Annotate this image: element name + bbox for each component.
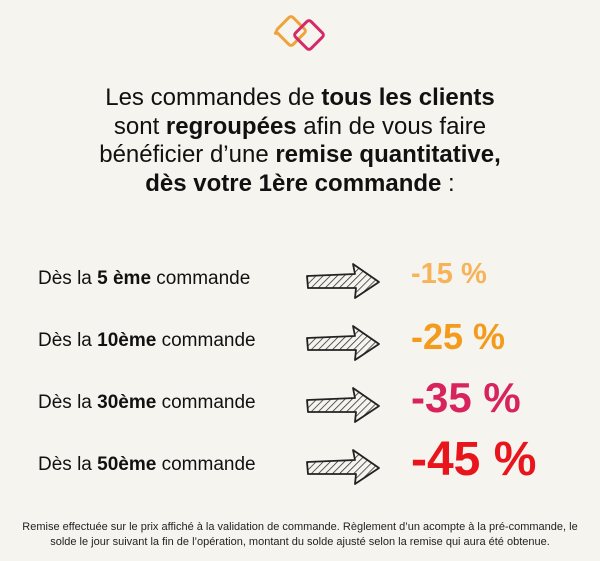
- tier-row: Dès la 5 ème commande -15 %: [0, 252, 600, 312]
- tier-label: Dès la 50ème commande: [38, 454, 256, 475]
- tier-label: Dès la 30ème commande: [38, 392, 256, 413]
- headline: Les commandes de tous les clients sont r…: [99, 84, 501, 197]
- hand-drawn-arrow-icon: [303, 446, 383, 486]
- hand-drawn-arrow-icon: [303, 384, 383, 424]
- discount-value: -25 %: [411, 316, 506, 357]
- tier-label: Dès la 5 ème commande: [38, 268, 251, 289]
- hand-drawn-arrow-icon: [303, 322, 383, 362]
- tier-row: Dès la 10ème commande -25 %: [0, 314, 600, 374]
- footer-note: Remise effectuée sur le prix affiché à l…: [22, 521, 578, 548]
- interlocked-squares-logo: [274, 15, 325, 51]
- discount-value: -45 %: [411, 433, 537, 486]
- tier-row: Dès la 30ème commande -35 %: [0, 374, 600, 436]
- tier-label: Dès la 10ème commande: [38, 330, 256, 351]
- discount-value: -15 %: [411, 258, 487, 290]
- tier-row: Dès la 50ème commande -45 %: [0, 433, 600, 498]
- hand-drawn-arrow-icon: [303, 260, 383, 300]
- discount-value: -35 %: [411, 374, 521, 421]
